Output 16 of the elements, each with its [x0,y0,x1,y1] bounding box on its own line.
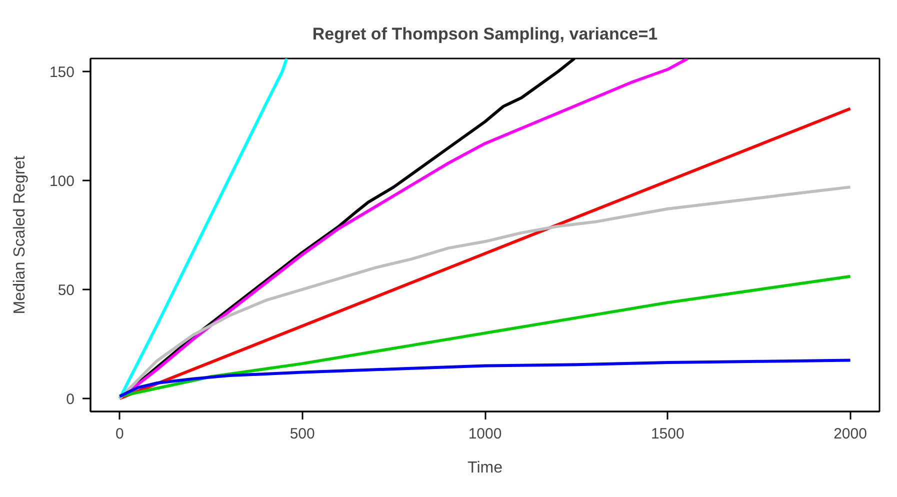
y-tick-label: 0 [66,390,74,408]
x-tick-label: 500 [290,426,315,442]
chart-title: Regret of Thompson Sampling, variance=1 [312,24,658,44]
line-series [118,274,852,398]
y-tick-label: 50 [58,282,75,299]
x-tick-label: 0 [116,426,124,442]
x-axis-title: Time [468,460,503,476]
line-series [118,186,852,400]
line-series [118,358,852,398]
line-series [118,58,288,400]
y-tick-label: 100 [49,173,75,190]
x-tick-label: 2000 [834,426,867,442]
y-axis-title: Median Scaled Regret [11,155,28,314]
x-tick-label: 1000 [468,426,502,442]
y-tick-label: 150 [49,64,75,82]
x-tick-label: 1500 [650,426,684,442]
